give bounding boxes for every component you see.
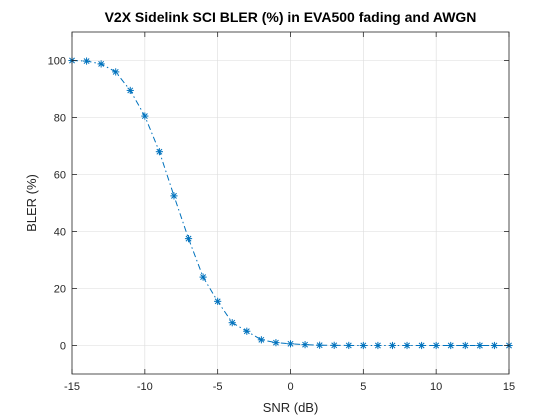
x-tick-label: -10 xyxy=(137,381,153,393)
y-tick-label: 0 xyxy=(60,341,66,353)
data-point-marker xyxy=(345,341,353,350)
data-point-marker xyxy=(418,341,426,350)
data-point-marker xyxy=(476,341,484,350)
data-point-marker xyxy=(228,319,236,327)
data-point-marker xyxy=(301,341,309,349)
data-point-marker xyxy=(155,148,163,156)
data-point-marker xyxy=(126,86,134,95)
data-point-marker xyxy=(199,273,207,281)
y-tick-label: 60 xyxy=(54,170,66,182)
series-layer xyxy=(68,56,513,350)
data-point-marker xyxy=(316,341,324,349)
x-tick-label: 5 xyxy=(360,381,366,393)
data-point-marker xyxy=(447,341,455,350)
chart-title: V2X Sidelink SCI BLER (%) in EVA500 fadi… xyxy=(105,9,477,25)
data-point-marker xyxy=(374,341,382,350)
data-point-marker xyxy=(141,112,149,120)
data-point-marker xyxy=(97,60,105,68)
axis-ticks: -15 -10 -5 0 5 10 15 0 20 40 60 80 100 xyxy=(48,32,515,393)
data-point-marker xyxy=(359,341,367,350)
data-point-marker xyxy=(388,341,397,350)
data-point-marker xyxy=(243,327,251,335)
y-tick-label: 20 xyxy=(54,284,66,296)
x-tick-label: -5 xyxy=(213,381,223,393)
data-point-marker xyxy=(214,297,222,305)
x-tick-label: 10 xyxy=(430,381,442,393)
data-point-marker xyxy=(272,339,280,347)
x-tick-label: -15 xyxy=(64,381,80,393)
data-point-marker xyxy=(432,341,440,350)
data-point-marker xyxy=(112,68,120,76)
x-tick-label: 0 xyxy=(287,381,293,393)
y-axis-label: BLER (%) xyxy=(24,174,39,232)
data-point-marker xyxy=(257,336,265,344)
y-tick-label: 80 xyxy=(54,113,66,125)
data-point-marker xyxy=(403,341,411,350)
y-tick-label: 40 xyxy=(54,227,66,239)
data-point-marker xyxy=(286,340,295,348)
data-point-marker xyxy=(461,341,469,350)
x-axis-label: SNR (dB) xyxy=(263,400,319,415)
data-point-marker xyxy=(170,192,178,200)
data-point-marker xyxy=(330,341,338,349)
data-point-marker xyxy=(82,57,91,65)
data-point-marker xyxy=(184,235,193,243)
data-point-marker xyxy=(490,341,499,350)
x-tick-label: 15 xyxy=(503,381,515,393)
y-tick-label: 100 xyxy=(48,56,66,68)
